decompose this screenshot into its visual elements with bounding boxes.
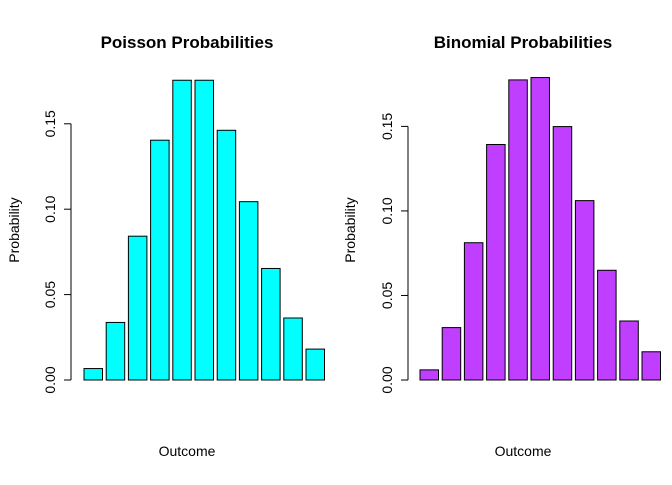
- y-tick-label: 0.00: [42, 366, 58, 393]
- bar: [150, 139, 170, 381]
- y-axis-label: Probability: [6, 197, 22, 262]
- x-axis-label: Outcome: [159, 443, 216, 459]
- bar-group: [83, 79, 325, 381]
- bar: [105, 321, 126, 381]
- y-tick-label: 0.10: [379, 197, 395, 224]
- bar: [597, 269, 617, 381]
- y-tick-label: 0.15: [379, 113, 395, 140]
- y-tick-label: 0.05: [379, 282, 395, 309]
- bar: [283, 317, 303, 381]
- y-tick-label: 0.10: [42, 195, 58, 222]
- x-axis-label: Outcome: [495, 443, 552, 459]
- y-tick-label: 0.15: [42, 110, 58, 137]
- bar: [619, 320, 639, 381]
- chart-title: Poisson Probabilities: [101, 33, 274, 52]
- chart-title: Binomial Probabilities: [434, 33, 613, 52]
- bar: [216, 129, 237, 381]
- bar: [261, 267, 281, 381]
- y-axis: 0.00 0.05 0.10 0.15: [379, 113, 409, 394]
- bar: [238, 201, 259, 381]
- y-tick-label: 0.05: [42, 281, 58, 308]
- y-axis-label: Probability: [342, 197, 358, 262]
- bar: [641, 351, 661, 381]
- poisson-panel: Poisson Probabilities Outcome Probabilit…: [6, 33, 325, 459]
- bar: [574, 200, 595, 381]
- binomial-panel: Binomial Probabilities Outcome Probabili…: [342, 33, 661, 459]
- y-tick-label: 0.00: [379, 366, 395, 393]
- bar: [508, 79, 528, 381]
- bar: [194, 79, 214, 381]
- bar: [463, 242, 484, 381]
- y-axis: 0.00 0.05 0.10 0.15: [42, 110, 72, 394]
- bar: [530, 77, 550, 381]
- bar: [172, 79, 192, 381]
- bar-group: [419, 77, 661, 381]
- bar: [127, 235, 148, 381]
- bar: [441, 327, 462, 381]
- bar: [419, 369, 439, 381]
- bar: [83, 368, 103, 381]
- bar: [305, 348, 325, 381]
- bar: [552, 126, 573, 381]
- bar: [486, 143, 506, 381]
